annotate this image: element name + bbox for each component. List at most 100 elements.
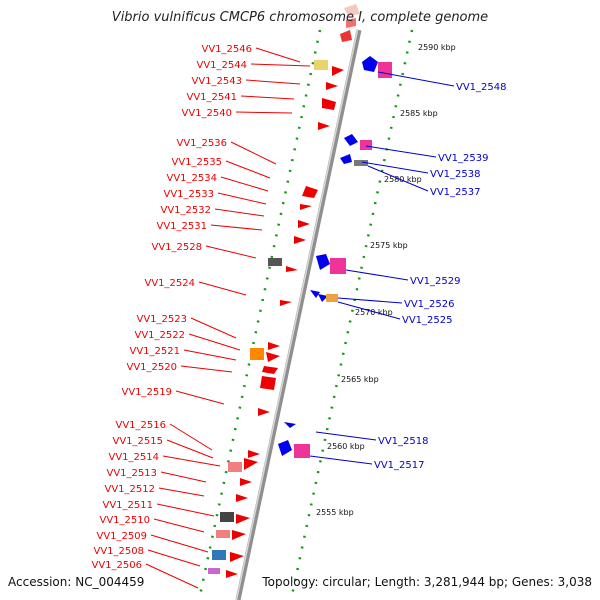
kbp-label: 2555 kbp xyxy=(316,508,354,517)
connector-line xyxy=(337,297,403,304)
gene-box xyxy=(220,512,234,522)
connector-line xyxy=(145,563,199,589)
connector-line xyxy=(214,208,265,217)
gene-arrow xyxy=(262,366,278,374)
connector-line xyxy=(180,365,233,373)
right-connectors xyxy=(309,71,455,465)
gene-box xyxy=(250,348,264,360)
gene-label: VV1_2540 xyxy=(182,108,233,119)
gene-label: VV1_2524 xyxy=(145,278,196,289)
gene-arrow xyxy=(340,154,352,164)
gene-arrow xyxy=(236,494,248,502)
chromosome-backbone xyxy=(235,29,362,600)
connector-line xyxy=(217,192,267,205)
gene-arrow xyxy=(284,422,296,428)
gene-label: VV1_2512 xyxy=(105,484,156,495)
gene-label: VV1_2533 xyxy=(164,189,215,200)
gene-label: VV1_2514 xyxy=(109,452,160,463)
gene-arrow xyxy=(298,220,310,228)
connector-line xyxy=(158,487,205,497)
gene-label: VV1_2544 xyxy=(197,60,248,71)
gene-label: VV1_2511 xyxy=(103,500,154,511)
gene-label: VV1_2535 xyxy=(172,157,223,168)
gene-arrow xyxy=(344,4,360,16)
connector-line xyxy=(166,439,214,459)
connector-line xyxy=(365,145,437,158)
connector-line xyxy=(255,47,301,63)
gene-arrow xyxy=(260,376,276,390)
gene-box xyxy=(314,60,328,70)
gene-label: VV1_2526 xyxy=(404,299,455,310)
gene-arrow xyxy=(244,458,258,470)
gene-label: VV1_2523 xyxy=(137,314,188,325)
gene-box xyxy=(212,550,226,560)
gene-arrow xyxy=(280,300,292,306)
map-title: Vibrio vulnificus CMCP6 chromosome I, co… xyxy=(112,10,488,25)
gene-arrow xyxy=(268,342,280,350)
kbp-label: 2580 kbp xyxy=(384,175,422,184)
gene-label: VV1_2528 xyxy=(152,242,203,253)
gene-label: VV1_2541 xyxy=(187,92,238,103)
gene-arrow xyxy=(294,236,306,244)
gene-label: VV1_2520 xyxy=(127,362,178,373)
right-tick-track xyxy=(289,29,414,600)
connector-line xyxy=(175,390,225,405)
topology-text: Topology: circular; Length: 3,281,944 bp… xyxy=(261,575,592,589)
connector-line xyxy=(245,79,301,85)
gene-label: VV1_2516 xyxy=(116,420,167,431)
gene-arrow xyxy=(322,98,336,110)
connector-line xyxy=(250,63,311,67)
gene-arrow xyxy=(316,254,330,270)
connector-line xyxy=(315,431,377,441)
connector-line xyxy=(156,503,215,517)
gene-arrow xyxy=(362,56,378,72)
connector-line xyxy=(220,176,269,192)
gene-label: VV1_2506 xyxy=(92,560,143,571)
connector-line xyxy=(147,549,201,567)
connector-line xyxy=(240,95,295,100)
connector-line xyxy=(162,455,221,467)
gene-label: VV1_2525 xyxy=(402,315,453,326)
gene-box xyxy=(354,160,368,166)
gene-arrow xyxy=(258,408,270,416)
gene-arrow xyxy=(230,552,244,562)
connector-line xyxy=(225,160,271,179)
gene-box xyxy=(228,462,242,472)
connector-line xyxy=(230,141,277,165)
connector-line xyxy=(169,423,213,451)
gene-label: VV1_2510 xyxy=(100,515,151,526)
gene-arrow xyxy=(318,122,330,130)
gene-label: VV1_2546 xyxy=(202,44,253,55)
gene-arrow xyxy=(344,134,358,146)
gene-arrow xyxy=(332,66,344,76)
gene-arrow xyxy=(326,82,338,90)
gene-label: VV1_2519 xyxy=(122,387,173,398)
gene-box xyxy=(216,530,230,538)
left-gene-labels: VV1_2546 VV1_2544 VV1_2543 VV1_2541 VV1_… xyxy=(92,44,253,571)
connector-line xyxy=(210,224,263,231)
gene-label: VV1_2537 xyxy=(430,187,481,198)
connector-line xyxy=(345,269,409,281)
connector-line xyxy=(367,165,429,192)
gene-box xyxy=(360,140,372,150)
gene-arrow xyxy=(302,186,318,198)
kbp-label: 2575 kbp xyxy=(370,241,408,250)
gene-arrow xyxy=(310,290,320,298)
accession-text: Accession: NC_004459 xyxy=(8,575,144,589)
connector-line xyxy=(361,161,429,174)
gene-label: VV1_2518 xyxy=(378,436,429,447)
connector-line xyxy=(190,317,237,339)
connector-line xyxy=(309,455,373,465)
connector-line xyxy=(205,245,257,259)
kbp-label: 2560 kbp xyxy=(327,442,365,451)
gene-box xyxy=(326,294,338,302)
gene-box xyxy=(208,568,220,574)
connector-line xyxy=(188,333,241,351)
connector-line xyxy=(153,518,205,533)
gene-features xyxy=(208,4,392,578)
gene-label: VV1_2508 xyxy=(94,546,145,557)
gene-arrow xyxy=(240,478,252,486)
left-connectors xyxy=(145,47,311,589)
